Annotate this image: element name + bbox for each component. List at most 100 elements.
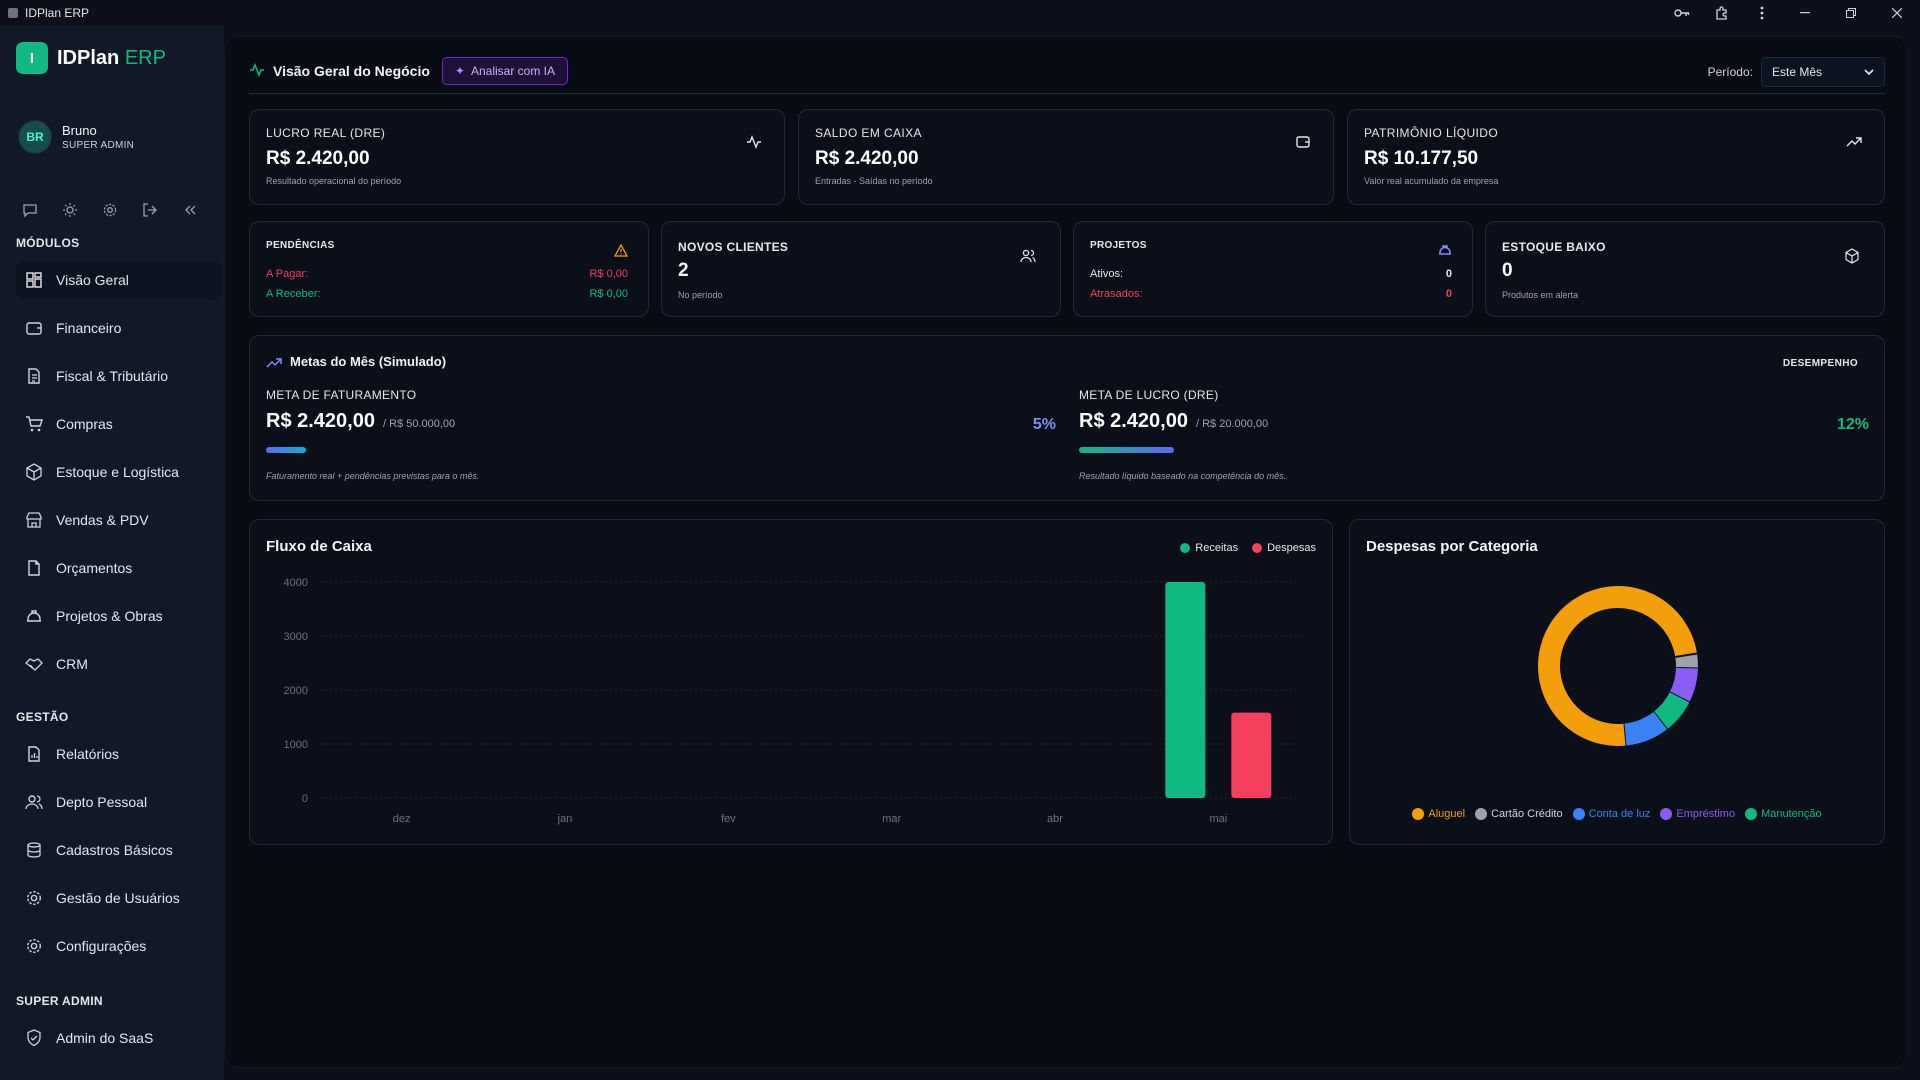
sidebar-item-gestao-usuarios[interactable]: Gestão de Usuários — [16, 879, 222, 917]
sidebar-item-compras[interactable]: Compras — [16, 405, 222, 443]
projetos-atrasados-row: Atrasados: 0 — [1090, 288, 1452, 300]
y-tick-label: 0 — [302, 793, 308, 805]
user-profile[interactable]: BR Bruno SUPER ADMIN — [18, 120, 134, 154]
stat-label: NOVOS CLIENTES — [678, 240, 789, 254]
cashflow-bar-chart: 0 1000 2000 3000 4000 dez jan fev mar abr mai — [284, 577, 1300, 825]
logo-name: IDPlan — [57, 46, 120, 69]
chevron-down-icon — [1864, 65, 1874, 79]
donut-legend-item[interactable]: Manutenção — [1745, 808, 1822, 820]
database-icon — [23, 839, 45, 861]
sidebar-item-estoque[interactable]: Estoque e Logística — [16, 453, 222, 491]
sidebar-item-relatorios[interactable]: Relatórios — [16, 735, 222, 773]
kpi-value: R$ 2.420,00 — [266, 148, 370, 169]
activity-icon — [249, 62, 265, 81]
sparkles-icon: ✦ — [454, 64, 465, 78]
stat-value: 0 — [1502, 260, 1513, 281]
sidebar-item-label: Configurações — [56, 938, 147, 954]
extensions-icon[interactable] — [1702, 0, 1742, 26]
legend-despesas[interactable]: Despesas — [1252, 542, 1316, 554]
more-menu-icon[interactable] — [1742, 0, 1782, 26]
receber-label: A Receber: — [266, 288, 321, 300]
donut-legend-item[interactable]: Aluguel — [1412, 808, 1465, 820]
meta-value-row: R$ 2.420,00 / R$ 50.000,00 — [266, 410, 1056, 433]
settings-icon[interactable] — [102, 200, 142, 220]
sidebar-item-cadastros[interactable]: Cadastros Básicos — [16, 831, 222, 869]
meta-lucro: META DE LUCRO (DRE) R$ 2.420,00 / R$ 20.… — [1079, 388, 1869, 481]
legend-receitas[interactable]: Receitas — [1180, 542, 1238, 554]
legend-label: Receitas — [1195, 542, 1239, 554]
minimize-icon[interactable] — [1782, 0, 1828, 26]
pagar-value: R$ 0,00 — [589, 268, 628, 280]
trending-up-icon — [266, 356, 282, 368]
cart-icon — [23, 413, 45, 435]
hardhat-icon — [1438, 244, 1452, 259]
bar-receitas — [1165, 582, 1206, 798]
period-select[interactable]: Este Mês — [1761, 57, 1885, 87]
grid-icon — [23, 269, 45, 291]
window-titlebar: IDPlan ERP — [0, 0, 1920, 26]
x-tick-label: mar — [882, 813, 901, 825]
users-icon — [1020, 248, 1036, 267]
ativos-label: Ativos: — [1090, 268, 1124, 280]
meta-note: Faturamento real + pendências previstas … — [266, 471, 480, 481]
sidebar-item-fiscal[interactable]: Fiscal & Tributário — [16, 357, 222, 395]
analyze-ai-button[interactable]: ✦ Analisar com IA — [441, 57, 568, 85]
x-tick-label: fev — [721, 813, 736, 825]
header-divider — [249, 93, 1885, 94]
sidebar-item-orcamentos[interactable]: Orçamentos — [16, 549, 222, 587]
main-content: Visão Geral do Negócio ✦ Analisar com IA… — [224, 36, 1908, 1068]
legend-label: Cartão Crédito — [1491, 808, 1563, 820]
meta-label: META DE FATURAMENTO — [266, 388, 417, 402]
x-tick-label: dez — [393, 813, 411, 825]
sidebar-item-label: Relatórios — [56, 746, 120, 762]
donut-slice-empr-stimo — [1669, 667, 1698, 703]
donut-legend-item[interactable]: Empréstimo — [1660, 808, 1735, 820]
stat-sub: No período — [678, 290, 723, 300]
meta-progress-bar — [266, 447, 306, 453]
chat-icon[interactable] — [22, 200, 62, 220]
app-logo[interactable]: I IDPlan ERP — [16, 42, 166, 74]
page-title: Visão Geral do Negócio — [273, 63, 430, 79]
key-icon[interactable] — [1662, 0, 1702, 26]
sidebar-item-label: Visão Geral — [56, 272, 129, 288]
sidebar-item-crm[interactable]: CRM — [16, 645, 222, 683]
close-icon[interactable] — [1874, 0, 1920, 26]
logout-icon[interactable] — [142, 200, 182, 220]
users-icon — [23, 791, 45, 813]
sidebar-item-financeiro[interactable]: Financeiro — [16, 309, 222, 347]
sidebar-item-label: Estoque e Logística — [56, 464, 179, 480]
kpi-label: LUCRO REAL (DRE) — [266, 126, 386, 140]
kpi-lucro-real: LUCRO REAL (DRE) R$ 2.420,00 Resultado o… — [249, 109, 785, 205]
sidebar-item-projetos[interactable]: Projetos & Obras — [16, 597, 222, 635]
sidebar-item-visao-geral[interactable]: Visão Geral — [16, 261, 222, 299]
handshake-icon — [23, 653, 45, 675]
card-despesas-categoria: Despesas por Categoria Aluguel Cartão Cré… — [1349, 519, 1885, 845]
sidebar-item-label: Admin do SaaS — [56, 1030, 154, 1046]
settings-icon — [23, 935, 45, 957]
restore-icon[interactable] — [1828, 0, 1874, 26]
wallet-icon — [23, 317, 45, 339]
sidebar-item-vendas[interactable]: Vendas & PDV — [16, 501, 222, 539]
theme-sun-icon[interactable] — [62, 200, 102, 220]
logo-text: IDPlan ERP — [57, 47, 166, 70]
card-novos-clientes: NOVOS CLIENTES 2 No período — [661, 221, 1061, 317]
donut-legend-item[interactable]: Cartão Crédito — [1475, 808, 1563, 820]
atrasados-label: Atrasados: — [1090, 288, 1143, 300]
meta-target: / R$ 50.000,00 — [382, 418, 456, 430]
chart-title: Despesas por Categoria — [1366, 538, 1538, 555]
store-icon — [23, 509, 45, 531]
shield-icon — [23, 1027, 45, 1049]
page-header: Visão Geral do Negócio ✦ Analisar com IA… — [249, 51, 1885, 91]
kpi-sub: Entradas - Saídas no período — [815, 176, 933, 186]
sidebar-item-depto-pessoal[interactable]: Depto Pessoal — [16, 783, 222, 821]
period-label: Período: — [1707, 65, 1753, 79]
meta-label: META DE LUCRO (DRE) — [1079, 388, 1219, 402]
collapse-sidebar-icon[interactable] — [182, 200, 222, 220]
sidebar-item-label: CRM — [56, 656, 88, 672]
stat-value: 2 — [678, 260, 689, 281]
kpi-sub: Valor real acumulado da empresa — [1364, 176, 1499, 186]
sidebar-item-admin-saas[interactable]: Admin do SaaS — [16, 1019, 222, 1057]
sidebar-item-configuracoes[interactable]: Configurações — [16, 927, 222, 965]
window-title: IDPlan ERP — [25, 6, 90, 20]
donut-legend-item[interactable]: Conta de luz — [1572, 808, 1650, 820]
